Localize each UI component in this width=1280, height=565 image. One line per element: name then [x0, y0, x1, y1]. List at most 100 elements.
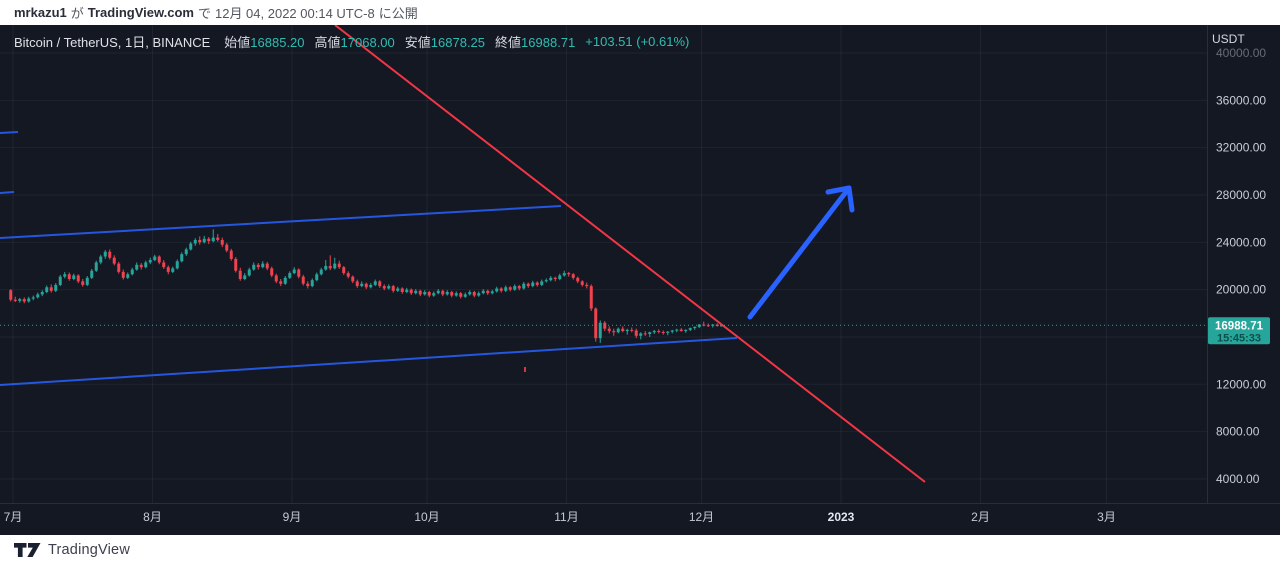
candle — [607, 328, 611, 332]
arrow-head[interactable] — [825, 185, 852, 195]
candle — [661, 332, 665, 334]
price-tick-label[interactable]: 20000.00 — [1216, 283, 1266, 297]
time-tick-label[interactable]: 11月 — [554, 510, 578, 524]
candle — [99, 256, 103, 263]
price-tick-label[interactable]: 4000.00 — [1216, 472, 1260, 486]
candle — [652, 331, 656, 333]
candle — [535, 282, 539, 285]
candle — [157, 256, 161, 263]
candle — [364, 283, 368, 288]
candle — [445, 292, 449, 295]
candle — [166, 267, 170, 272]
candle — [243, 275, 247, 280]
candle — [576, 277, 580, 282]
candle — [504, 287, 508, 291]
bar-countdown: 15:45:33 — [1217, 332, 1261, 344]
candle — [189, 243, 193, 250]
candle — [378, 281, 382, 287]
price-tick-label[interactable]: 36000.00 — [1216, 93, 1266, 107]
candle — [558, 275, 562, 280]
candle — [144, 262, 148, 268]
candle — [369, 284, 373, 288]
candle — [481, 290, 485, 294]
candle — [472, 292, 476, 296]
candle — [540, 281, 544, 285]
candle — [238, 270, 242, 280]
publish-datetime: 12月 04, 2022 00:14 UTC-8 — [214, 6, 375, 21]
candle — [130, 269, 134, 275]
candle — [148, 260, 152, 263]
chart-canvas[interactable]: 40000.00 36000.00 32000.00 28000.00 24000.00… — [0, 25, 1280, 535]
candle — [432, 293, 436, 296]
time-tick-label[interactable]: 2023 — [828, 510, 855, 524]
candle — [72, 275, 76, 280]
price-tick-label[interactable]: 32000.00 — [1216, 141, 1266, 155]
candle — [373, 281, 377, 285]
candle — [139, 264, 143, 268]
time-tick-label[interactable]: 2月 — [971, 510, 990, 524]
trendline-stub[interactable] — [0, 131, 19, 134]
arrow-shaft[interactable] — [747, 185, 852, 320]
candle — [643, 333, 647, 335]
candle — [112, 257, 116, 264]
trendline-stub[interactable] — [0, 191, 15, 194]
candle — [225, 244, 229, 251]
candle — [63, 274, 67, 277]
candle — [319, 269, 323, 275]
candle — [126, 274, 130, 278]
brand-name[interactable]: TradingView — [48, 542, 130, 558]
channel-upper-trendline[interactable] — [0, 205, 562, 239]
candle — [666, 331, 670, 333]
candle — [27, 298, 31, 302]
candle — [18, 299, 22, 301]
candle — [427, 292, 431, 296]
price-tick-label[interactable]: 40000.00 — [1216, 46, 1266, 60]
legend-change: +103.51 (+0.61%) — [585, 34, 690, 49]
candle — [360, 283, 364, 287]
candle — [67, 274, 71, 280]
candle — [387, 286, 391, 289]
symbol-title[interactable]: Bitcoin / TetherUS, 1日, BINANCE — [14, 35, 211, 50]
candle — [261, 263, 265, 268]
candle — [567, 273, 571, 275]
candle — [193, 239, 197, 244]
candle — [517, 286, 521, 289]
candle — [639, 333, 643, 336]
time-tick-label[interactable]: 10月 — [414, 510, 439, 524]
price-tick-label[interactable]: 28000.00 — [1216, 188, 1266, 202]
publish-particle1: が — [70, 6, 84, 21]
candle — [391, 286, 395, 291]
tradingview-logo-icon[interactable] — [14, 542, 41, 558]
time-tick-label[interactable]: 8月 — [143, 510, 162, 524]
candle — [94, 262, 98, 271]
candle — [495, 288, 499, 292]
arrow-head[interactable] — [846, 185, 855, 213]
legend-close: 終値16988.71 — [495, 35, 576, 50]
time-tick-label[interactable]: 7月 — [4, 510, 23, 524]
price-tick-label[interactable]: 8000.00 — [1216, 425, 1260, 439]
candle — [522, 283, 526, 289]
time-tick-label[interactable]: 9月 — [283, 510, 302, 524]
candle — [715, 324, 719, 327]
candle — [396, 288, 400, 291]
candle — [292, 269, 296, 274]
candle — [153, 256, 157, 261]
candle — [315, 274, 319, 281]
candle — [216, 237, 220, 240]
price-tick-label[interactable]: 12000.00 — [1216, 377, 1266, 391]
candle — [40, 292, 44, 295]
candle — [283, 277, 287, 284]
channel-lower-trendline[interactable] — [0, 337, 738, 386]
candle — [31, 297, 35, 299]
candle — [355, 281, 359, 287]
candle — [121, 271, 125, 278]
time-tick-label[interactable]: 12月 — [689, 510, 714, 524]
candle — [103, 251, 107, 257]
red-trendline[interactable] — [334, 25, 926, 483]
price-tick-label[interactable]: 24000.00 — [1216, 235, 1266, 249]
candle — [589, 286, 593, 309]
time-tick-label[interactable]: 3月 — [1097, 510, 1116, 524]
red-dot-mark[interactable] — [524, 367, 526, 372]
legend-high: 高値17068.00 — [314, 35, 395, 50]
